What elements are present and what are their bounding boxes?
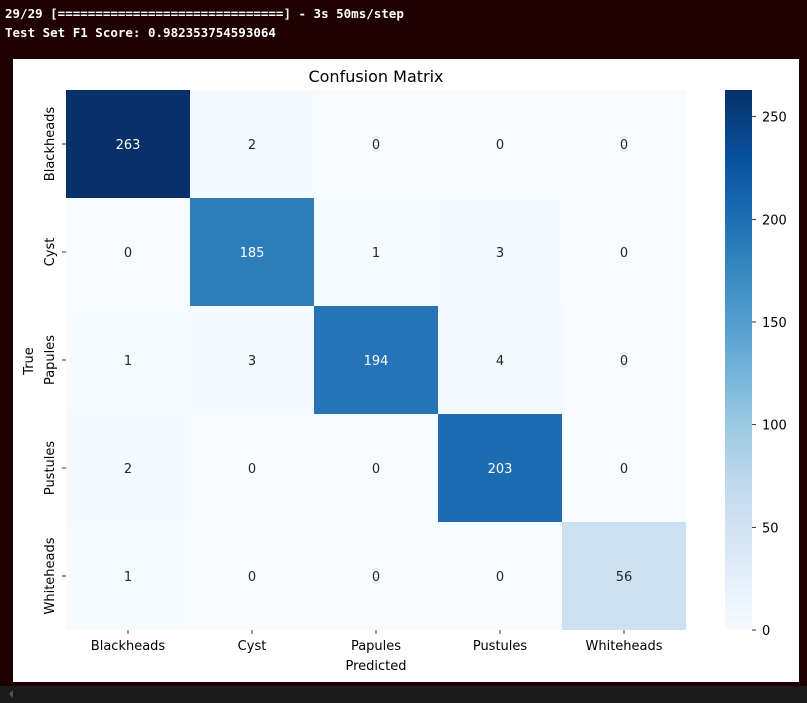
- heatmap-cell: [562, 198, 686, 306]
- heatmap-cell: [438, 198, 562, 306]
- cell-value-label: 0: [248, 570, 256, 585]
- cell-value-label: 194: [364, 354, 389, 369]
- cell-annotations: 263 2 0 0 0 0 185 1 3 0 1 3 194 4 0 2 0 0 203 0 1 0 0 0 56: [116, 138, 633, 585]
- heatmap-cell: [66, 522, 190, 630]
- colorbar-tick-label: 50: [762, 521, 779, 536]
- heatmap-cell: [190, 306, 314, 414]
- heatmap-cell: [562, 522, 686, 630]
- y-tick-label: Pustules: [43, 441, 58, 496]
- y-tick-label: Whiteheads: [43, 537, 58, 614]
- cell-value-label: 0: [620, 462, 628, 477]
- cell-value-label: 0: [372, 138, 380, 153]
- colorbar-tick-label: 0: [762, 624, 770, 639]
- heatmap-cell: [562, 414, 686, 522]
- cell-value-label: 2: [248, 138, 256, 153]
- heatmap-cell: [190, 522, 314, 630]
- heatmap-cell: [438, 414, 562, 522]
- cell-value-label: 4: [496, 354, 504, 369]
- confusion-matrix-chart: Confusion Matrix 263 2 0 0 00 185 1 3 01 3 194 4 02 0…: [22, 67, 787, 674]
- cell-value-label: 0: [124, 246, 132, 261]
- colorbar-tick-label: 100: [762, 419, 787, 434]
- horizontal-scrollbar[interactable]: [0, 686, 807, 703]
- heatmap-cell: [314, 198, 438, 306]
- plot-output-panel: Confusion Matrix 263 2 0 0 0 0 185 1 3 0 1 3 194 4 0 2 0…: [13, 59, 799, 682]
- heatmap-cell: [562, 90, 686, 198]
- heatmap-cell: [314, 306, 438, 414]
- f1-score-line: Test Set F1 Score: 0.982353754593064: [5, 25, 276, 40]
- x-tick-label: Pustules: [473, 639, 528, 654]
- x-axis-label: Predicted: [345, 659, 406, 674]
- progress-line: 29/29 [==============================] -…: [5, 6, 404, 21]
- cell-value-label: 0: [620, 354, 628, 369]
- y-tick-labels: Blackheads Cyst Papules Pustules Whiteheads: [43, 107, 66, 615]
- x-tick-labels: Blackheads Cyst Papules Pustules Whiteheads: [91, 630, 663, 654]
- colorbar: [725, 90, 752, 630]
- cell-value-label: 2: [124, 462, 132, 477]
- cell-value-label: 3: [496, 246, 504, 261]
- cell-value-label: 1: [124, 354, 132, 369]
- cell-value-label: 3: [248, 354, 256, 369]
- cell-value-label: 0: [372, 570, 380, 585]
- cell-value-label: 185: [240, 246, 265, 261]
- heatmap-cell: [438, 90, 562, 198]
- y-tick-label: Blackheads: [43, 107, 58, 182]
- cell-value-label: 1: [372, 246, 380, 261]
- heatmap-cells: [66, 90, 686, 630]
- heatmap-cell: [190, 198, 314, 306]
- cell-value-label: 1: [124, 570, 132, 585]
- chart-title: Confusion Matrix: [308, 67, 443, 86]
- x-tick-label: Cyst: [238, 639, 267, 654]
- colorbar-tick-label: 250: [762, 111, 787, 126]
- cell-value-label: 0: [248, 462, 256, 477]
- cell-value-label: 0: [496, 570, 504, 585]
- heatmap-cell: [66, 198, 190, 306]
- colorbar-tick-label: 200: [762, 213, 787, 228]
- heatmap-cell: [562, 306, 686, 414]
- colorbar-tick-label: 150: [762, 316, 787, 331]
- colorbar-ticks: 0 50 100 150 200 250: [752, 111, 787, 639]
- scroll-left-arrow-icon[interactable]: [9, 690, 13, 698]
- heatmap-cell: [314, 522, 438, 630]
- heatmap-cell: [438, 306, 562, 414]
- y-axis-label: True: [22, 347, 37, 376]
- cell-value-label: 0: [496, 138, 504, 153]
- x-tick-label: Blackheads: [91, 639, 166, 654]
- heatmap-cell: [314, 414, 438, 522]
- heatmap-cell: [190, 90, 314, 198]
- heatmap-cell: [66, 90, 190, 198]
- y-tick-label: Papules: [43, 335, 58, 385]
- cell-value-label: 56: [616, 570, 633, 585]
- cell-value-label: 0: [620, 138, 628, 153]
- heatmap-cell: [66, 306, 190, 414]
- cell-value-label: 0: [372, 462, 380, 477]
- heatmap-cell: [314, 90, 438, 198]
- heatmap-cell: [438, 522, 562, 630]
- console-output: 29/29 [==============================] -…: [5, 4, 404, 42]
- y-tick-label: Cyst: [43, 238, 58, 267]
- heatmap-cell: [66, 414, 190, 522]
- cell-value-label: 203: [488, 462, 513, 477]
- x-tick-label: Papules: [351, 639, 401, 654]
- cell-value-label: 0: [620, 246, 628, 261]
- x-tick-label: Whiteheads: [585, 639, 662, 654]
- cell-value-label: 263: [116, 138, 141, 153]
- heatmap-cell: [190, 414, 314, 522]
